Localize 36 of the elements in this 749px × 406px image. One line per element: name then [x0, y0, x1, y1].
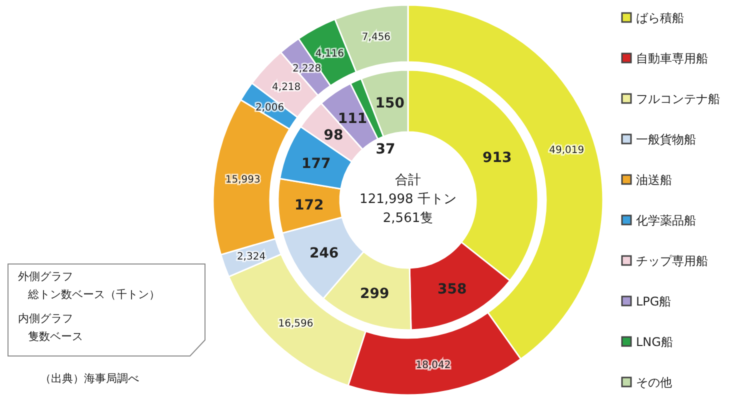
data-label: 7,456: [362, 32, 391, 44]
text: 2,561隻: [382, 211, 434, 226]
data-label: 172: [294, 197, 324, 214]
data-label: 49,019: [549, 144, 584, 156]
legend-label: LNG船: [636, 335, 673, 350]
data-label: 299: [360, 286, 390, 302]
text: 総トン数ベース（千トン）: [27, 288, 160, 301]
legend-label: 化学薬品船: [636, 214, 696, 228]
data-label: 18,042: [416, 360, 451, 372]
text: （出典）海事局調べ: [40, 372, 139, 385]
data-label: 16,596: [278, 318, 314, 330]
legend-label: チップ専用船: [636, 254, 708, 268]
data-label: 2,324: [236, 252, 266, 263]
data-label: 111: [338, 110, 368, 127]
legend-label: フルコンテナ船: [636, 92, 720, 106]
text: 隻数ベース: [28, 330, 83, 343]
data-label: 246: [309, 245, 339, 262]
legend-label: その他: [636, 376, 672, 390]
data-label: 913: [482, 150, 512, 166]
data-label: 15,993: [225, 174, 260, 186]
legend-label: 一般貨物船: [636, 132, 696, 147]
data-label: 358: [438, 282, 467, 298]
data-label: 177: [302, 156, 331, 172]
data-label: 37: [376, 142, 396, 158]
data-label: 98: [324, 128, 344, 144]
data-label: 150: [375, 96, 405, 112]
text: 外側グラフ: [18, 270, 73, 283]
text: 合計: [395, 173, 421, 188]
data-label: 4,116: [315, 48, 344, 60]
legend-label: LPG船: [636, 294, 672, 309]
text: 内側グラフ: [18, 312, 73, 325]
data-label: 4,218: [272, 82, 301, 93]
legend-label: 油送船: [636, 173, 672, 188]
text: 121,998 千トン: [360, 192, 456, 207]
legend-label: ばら積船: [636, 11, 684, 26]
legend-label: 自動車専用船: [636, 52, 708, 66]
